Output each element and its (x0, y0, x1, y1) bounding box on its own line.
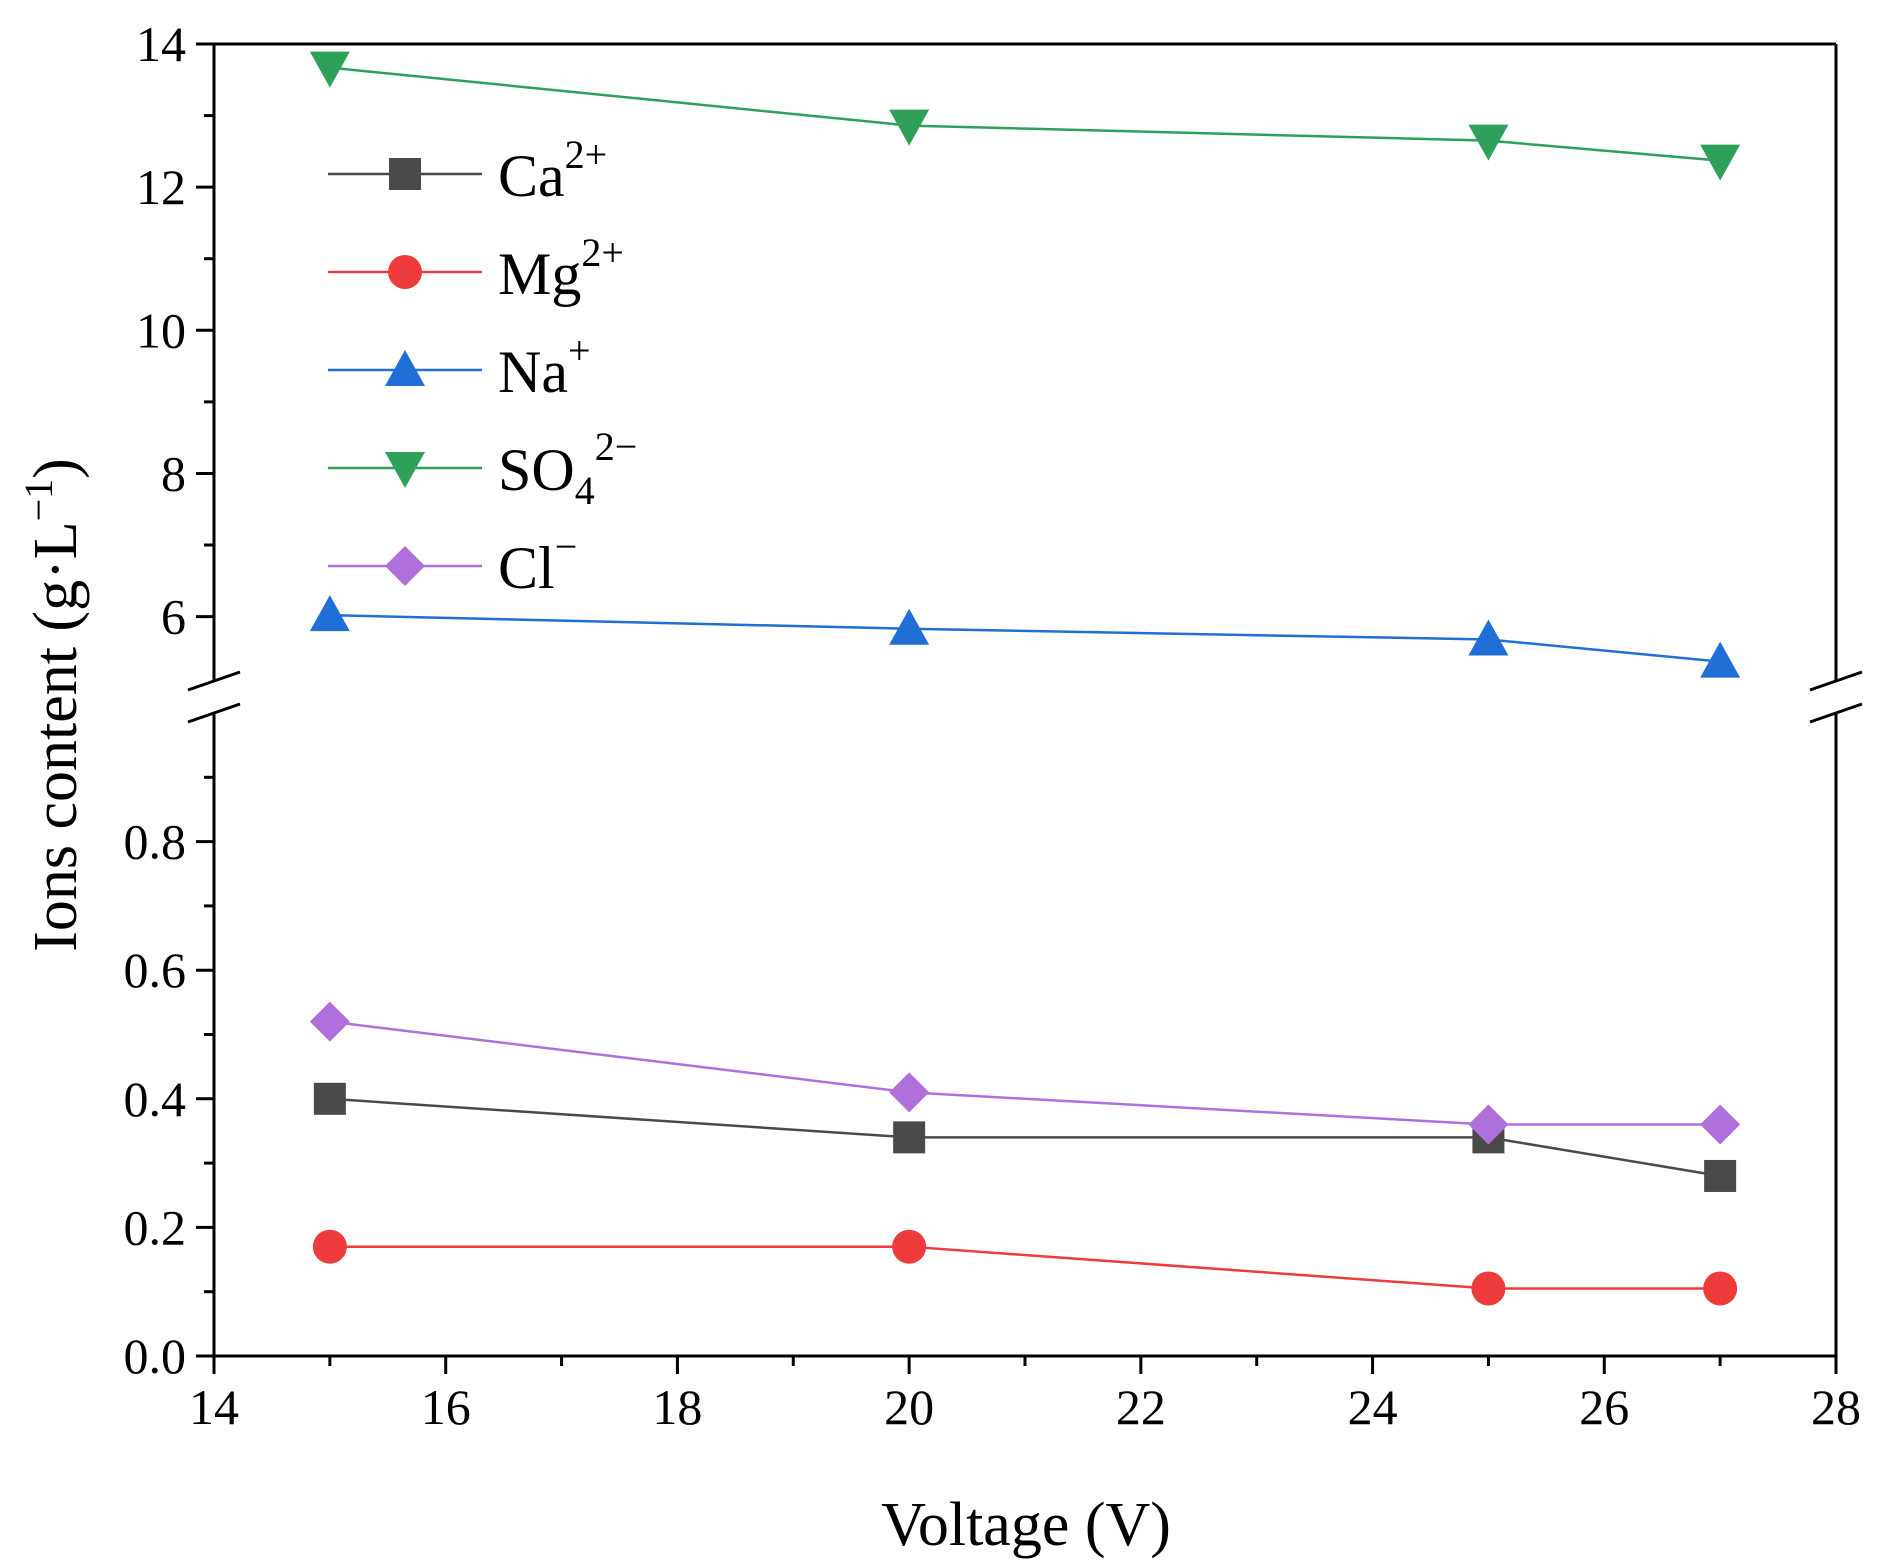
x-tick-label: 16 (421, 1379, 471, 1435)
legend-label-sup: 2+ (565, 132, 608, 177)
legend-label-name: Na (498, 339, 568, 405)
data-point-cl-4 (1700, 1104, 1741, 1145)
data-point-so4-1 (309, 51, 350, 88)
x-tick-label: 22 (1116, 1379, 1166, 1435)
data-point-ca-2 (893, 1121, 926, 1154)
left-axis-break-mark-1 (187, 670, 241, 692)
legend-marker-na (385, 350, 425, 386)
y-tick-label-upper: 8 (161, 445, 186, 501)
legend-entry-na: Na+ (328, 328, 591, 405)
data-point-na-1 (309, 595, 350, 632)
data-point-na-2 (889, 608, 930, 645)
x-tick-label: 26 (1579, 1379, 1629, 1435)
series-line-mg (329, 1245, 1721, 1290)
x-tick-label: 20 (884, 1379, 934, 1435)
x-tick-label: 28 (1811, 1379, 1861, 1435)
x-tick-label: 24 (1348, 1379, 1398, 1435)
legend-label-cl: Cl− (498, 524, 577, 601)
y-tick-label-upper: 14 (136, 16, 186, 72)
legend-label-sup: 2− (595, 424, 638, 469)
legend-label-sub: 4 (575, 468, 595, 513)
legend-marker-ca (389, 158, 421, 190)
x-tick-label: 18 (652, 1379, 702, 1435)
data-point-so4-2 (889, 109, 930, 146)
legend-label-na: Na+ (498, 328, 591, 405)
legend-marker-mg (388, 255, 422, 289)
legend-label-ca: Ca2+ (498, 132, 607, 209)
legend-entry-mg: Mg2+ (328, 230, 624, 307)
data-point-ca-1 (313, 1082, 346, 1115)
legend-label-name: Ca (498, 143, 565, 209)
y-tick-label-upper: 10 (136, 302, 186, 358)
legend-entry-so4: SO42− (328, 424, 637, 513)
series-na (309, 595, 1741, 678)
y-tick-label-lower: 0.2 (124, 1199, 187, 1255)
data-point-mg-3 (1471, 1271, 1506, 1306)
series-layer (309, 51, 1741, 1306)
right-axis-break-mark-1 (1809, 670, 1863, 692)
data-point-cl-1 (309, 1001, 350, 1042)
data-point-cl-2 (889, 1072, 930, 1113)
legend-marker-so4 (385, 452, 425, 488)
y-tick-label-upper: 6 (161, 589, 186, 645)
legend-label-sup: − (555, 524, 578, 569)
legend-marker-cl (385, 546, 425, 586)
y-tick-label-lower: 0.8 (124, 814, 187, 870)
data-point-mg-4 (1703, 1271, 1738, 1306)
legend-entry-ca: Ca2+ (328, 132, 607, 209)
series-line-so4 (329, 66, 1721, 162)
x-tick-label: 14 (189, 1379, 239, 1435)
data-point-mg-2 (892, 1229, 927, 1264)
series-mg (312, 1229, 1738, 1306)
x-axis-title: Voltage (V) (881, 1491, 1171, 1559)
right-axis-break-mark-2 (1809, 702, 1863, 724)
left-axis-break-mark-2 (187, 702, 241, 724)
series-line-na (329, 613, 1721, 663)
legend-entry-cl: Cl− (328, 524, 577, 601)
data-point-so4-3 (1468, 124, 1509, 161)
legend-label-mg: Mg2+ (498, 230, 624, 307)
legend-label-name: SO (498, 437, 575, 503)
y-axis-title-sup: −1 (16, 479, 61, 522)
y-tick-label-lower: 0.6 (124, 942, 187, 998)
data-point-na-3 (1468, 619, 1509, 656)
legend-label-name: Mg (498, 241, 581, 307)
y-axis-title: Ions content (g·L−1) (16, 458, 90, 952)
legend: Ca2+Mg2+Na+SO42−Cl− (328, 132, 637, 601)
data-point-cl-3 (1468, 1104, 1509, 1145)
legend-label-name: Cl (498, 535, 555, 601)
y-tick-label-lower: 0.4 (124, 1071, 187, 1127)
data-point-mg-1 (312, 1229, 347, 1264)
y-tick-label-upper: 12 (136, 159, 186, 215)
series-cl (309, 1001, 1741, 1145)
legend-label-sup: + (568, 328, 591, 373)
y-axis-title-main: Ions content (g·L (22, 521, 90, 951)
data-point-na-4 (1700, 641, 1741, 678)
y-tick-label-lower: 0.0 (124, 1328, 187, 1384)
legend-label-so4: SO42− (498, 424, 637, 513)
series-line-cl (329, 1020, 1721, 1126)
data-point-ca-4 (1704, 1159, 1737, 1192)
legend-label-sup: 2+ (581, 230, 624, 275)
data-point-so4-4 (1700, 144, 1741, 181)
y-axis-title-close: ) (22, 458, 90, 479)
series-so4 (309, 51, 1741, 181)
series-line-ca (329, 1097, 1721, 1178)
